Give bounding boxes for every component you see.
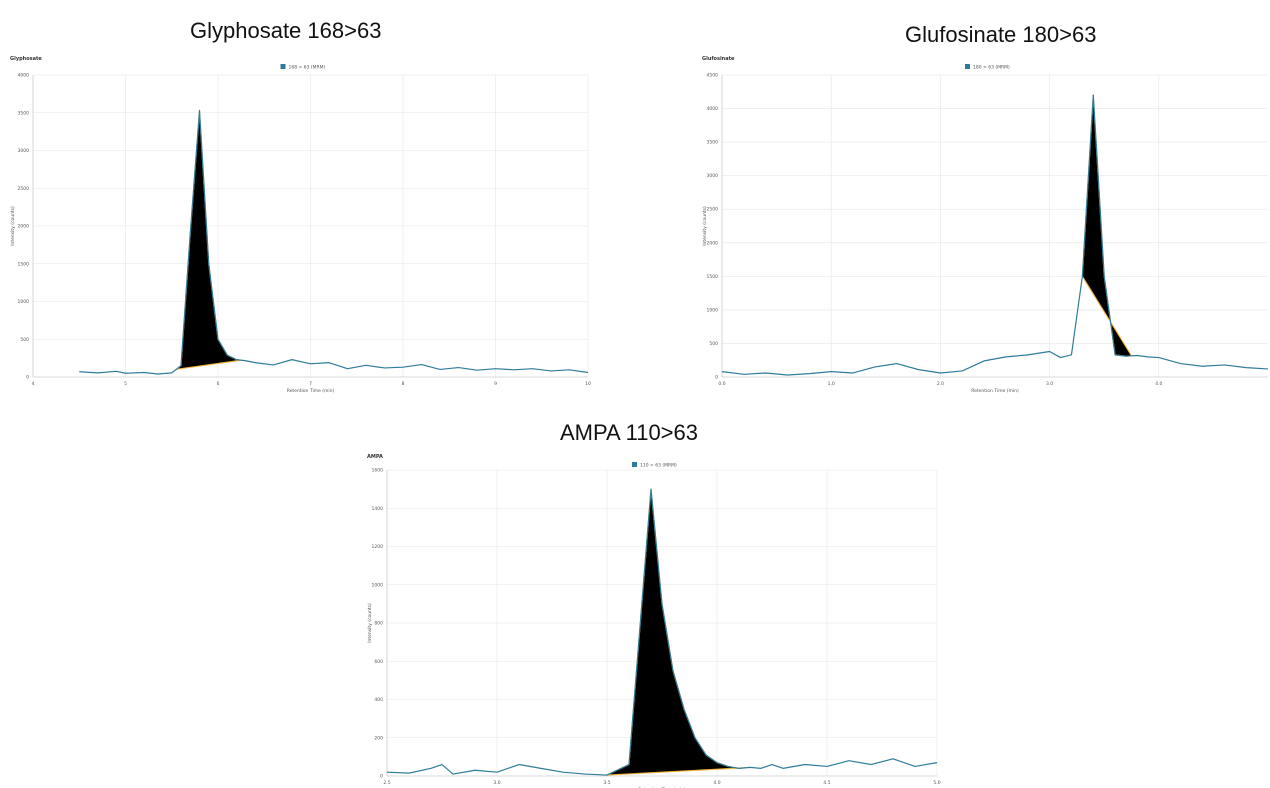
x-axis-label: Retention Time (min)	[971, 388, 1019, 394]
x-tick-label: 8	[402, 381, 405, 387]
y-tick-label: 1000	[18, 299, 30, 305]
y-tick-label: 200	[374, 735, 383, 741]
ampa-caption: AMPA 110>63	[560, 420, 699, 445]
y-tick-label: 400	[374, 697, 383, 703]
integrated-peak	[606, 488, 751, 776]
x-tick-label: 9	[494, 381, 497, 387]
legend-swatch	[280, 64, 286, 69]
y-axis-label: Intensity (counts)	[367, 603, 373, 643]
ampa-chart: AMPA 110 > 63 (MRM) 0 200 400 600 800 1000 1200 1…	[367, 454, 941, 788]
y-tick-label: 1400	[372, 506, 384, 512]
legend-label: 180 > 63 (MRM)	[973, 65, 1010, 71]
chart-name: AMPA	[367, 454, 383, 460]
y-tick-label: 1000	[707, 307, 719, 313]
y-tick-label: 3500	[707, 140, 719, 146]
y-tick-label: 2000	[707, 240, 719, 246]
y-tick-label: 1600	[372, 468, 384, 474]
x-tick-label: 0.0	[718, 381, 725, 387]
x-tick-label: 5	[124, 381, 127, 387]
legend-label: 168 > 63 (MRM)	[289, 65, 326, 71]
x-tick-label: 3.0	[493, 780, 500, 786]
x-tick-label: 1.0	[828, 381, 835, 387]
y-tick-label: 4500	[707, 73, 719, 79]
x-tick-label: 10	[585, 381, 591, 387]
chromatogram-trace	[386, 488, 938, 776]
y-tick-label: 800	[374, 621, 383, 627]
x-tick-label: 5.0	[933, 780, 940, 786]
x-tick-label: 2.5	[383, 780, 390, 786]
glyphosate-chart: Glyphosate 168 > 63 (MRM) 0 500 1000 1500 2000…	[10, 56, 591, 394]
y-tick-label: 3000	[18, 148, 30, 154]
x-axis-label: Retention Time (min)	[287, 388, 335, 394]
y-axis-label: Intensity (counts)	[10, 206, 16, 246]
chromatogram-trace	[79, 109, 589, 375]
x-tick-label: 6	[217, 381, 220, 387]
y-tick-label: 500	[20, 337, 29, 343]
y-tick-label: 0	[715, 375, 718, 381]
y-tick-label: 1500	[18, 261, 30, 267]
y-tick-label: 1500	[707, 274, 719, 280]
x-tick-label: 3.5	[603, 780, 610, 786]
legend-swatch	[632, 462, 637, 467]
legend-swatch	[965, 64, 970, 69]
y-tick-label: 2000	[18, 224, 30, 230]
y-tick-label: 600	[374, 659, 383, 665]
x-tick-label: 2.0	[937, 381, 944, 387]
y-tick-label: 0	[26, 375, 29, 381]
y-tick-label: 2500	[18, 186, 30, 192]
y-tick-label: 0	[380, 774, 383, 780]
glufosinate-chart: Glufosinate 180 > 63 (MRM) 0 500 1000 1500 200…	[702, 56, 1269, 394]
integrated-peak	[175, 109, 242, 370]
y-tick-label: 500	[709, 341, 718, 347]
y-tick-label: 1000	[372, 582, 384, 588]
chart-name: Glyphosate	[10, 56, 42, 62]
y-tick-label: 3000	[707, 173, 719, 179]
y-tick-label: 4000	[18, 73, 30, 79]
glyphosate-caption: Glyphosate 168>63	[190, 18, 382, 43]
y-tick-label: 3500	[18, 110, 30, 116]
y-tick-label: 4000	[707, 106, 719, 112]
chart-name: Glufosinate	[702, 56, 735, 62]
y-tick-label: 2500	[707, 207, 719, 213]
integrated-peak	[1081, 94, 1133, 357]
x-tick-label: 7	[309, 381, 312, 387]
x-tick-label: 4.0	[1155, 381, 1162, 387]
x-tick-label: 4.5	[823, 780, 830, 786]
x-tick-label: 4.0	[713, 780, 720, 786]
x-tick-label: 4	[32, 381, 35, 387]
x-tick-label: 3.0	[1046, 381, 1053, 387]
chromatogram-trace	[721, 94, 1269, 376]
y-axis-label: Intensity (counts)	[702, 206, 708, 246]
y-tick-label: 1200	[372, 544, 384, 550]
glufosinate-caption: Glufosinate 180>63	[905, 22, 1097, 47]
legend-label: 110 > 63 (MRM)	[640, 463, 677, 469]
